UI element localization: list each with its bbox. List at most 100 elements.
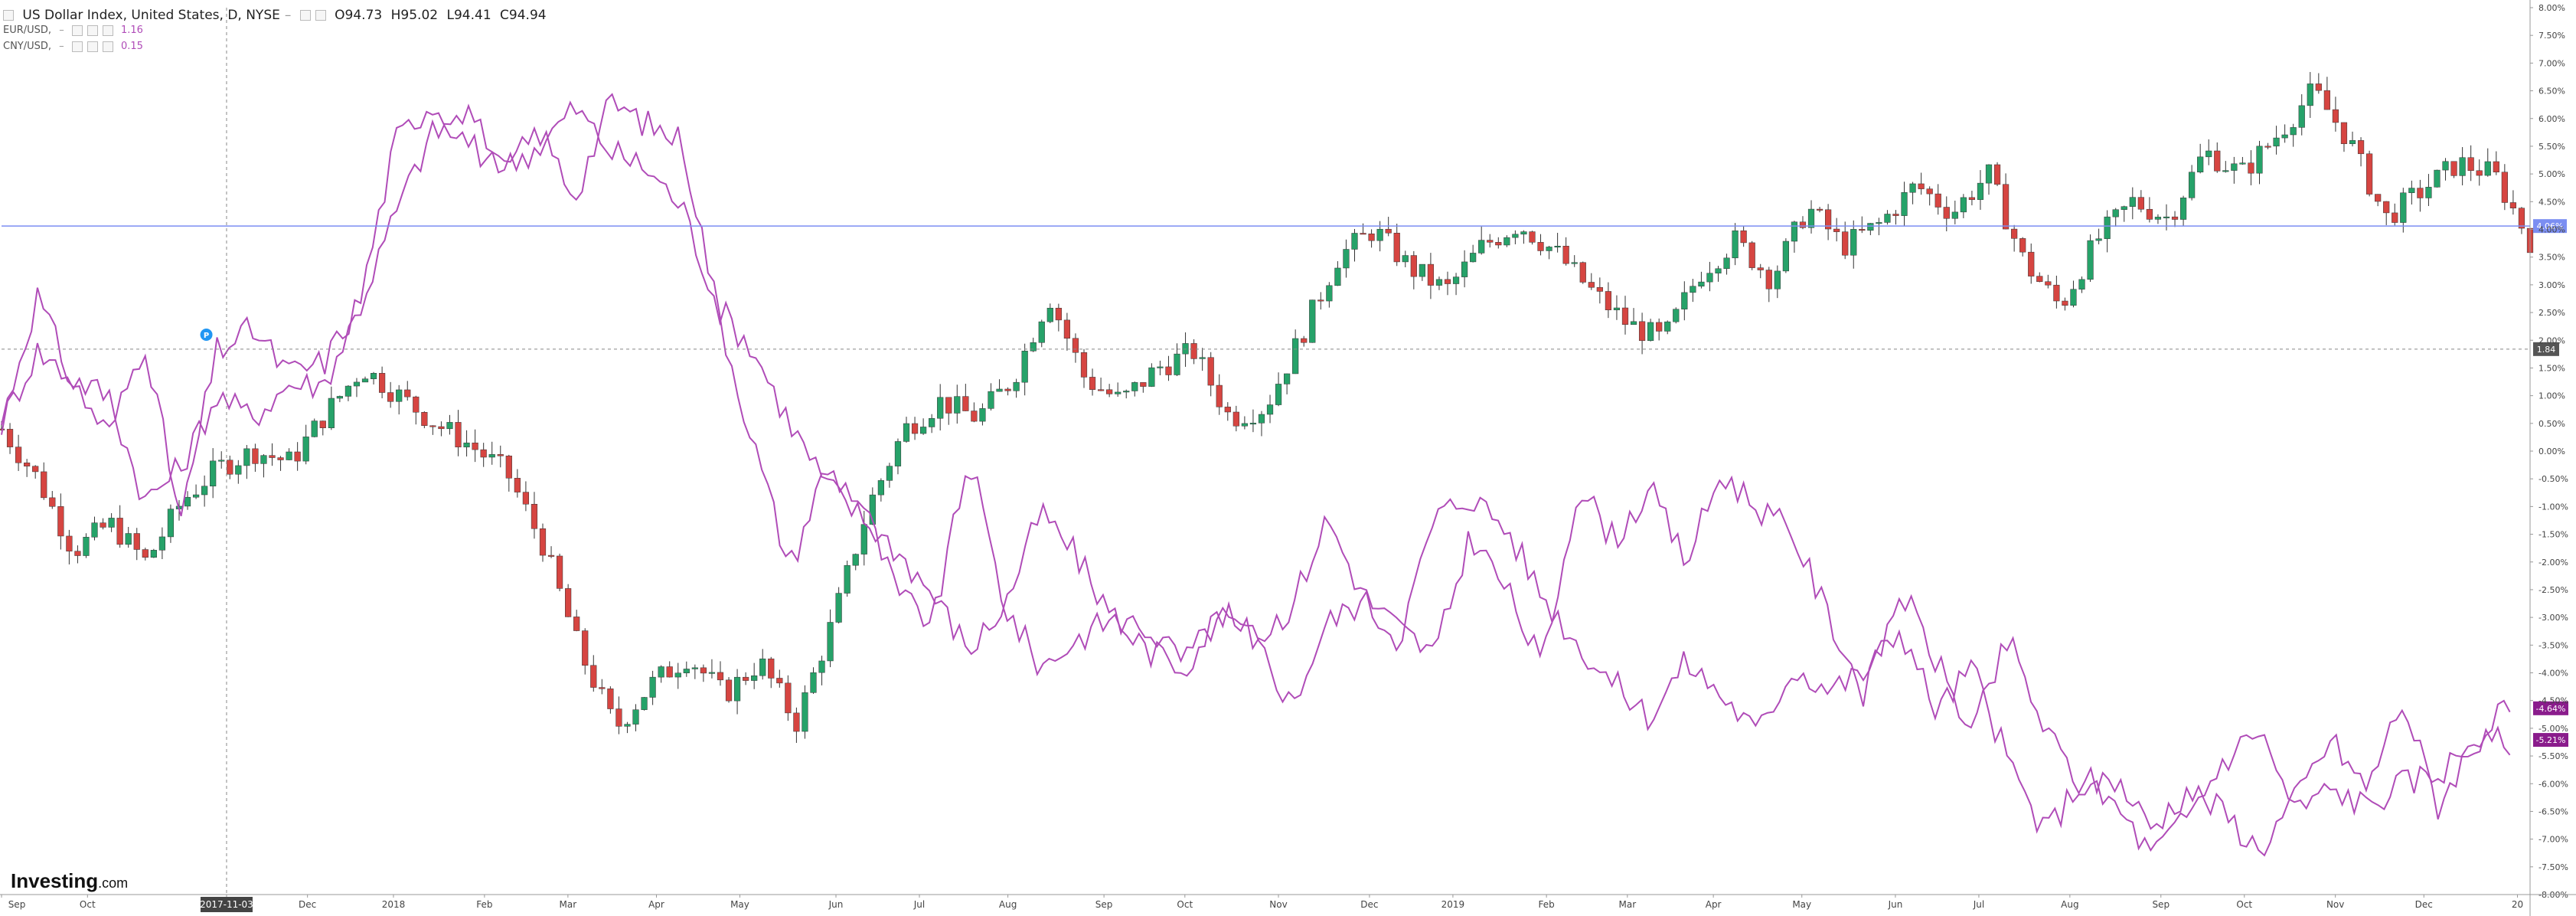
candle-body [2484, 161, 2491, 176]
last-value-label: -5.21% [2536, 735, 2566, 745]
settings-icon[interactable] [87, 25, 98, 36]
candle-body [1435, 279, 1443, 286]
candle-body [1918, 183, 1925, 189]
y-tick-label: -2.50% [2538, 585, 2568, 595]
candle-body [1799, 221, 1807, 228]
candle-body [1055, 307, 1062, 321]
y-tick-label: -4.00% [2538, 669, 2568, 679]
x-tick-label: Feb [1539, 899, 1555, 910]
candle-body [370, 373, 377, 379]
candle-body [802, 692, 808, 732]
candle-body [1157, 366, 1164, 368]
candle-body [1427, 263, 1435, 286]
candle-body [1478, 240, 1485, 254]
candle-body [971, 411, 978, 422]
candle-body [1774, 270, 1781, 290]
candle-body [2002, 184, 2010, 230]
investing-logo: Investing.com [11, 869, 128, 893]
candle-body [446, 422, 453, 430]
x-tick-label: May [1792, 899, 1811, 910]
candle-body [15, 447, 22, 463]
event-marker-label: P [204, 332, 209, 340]
x-tick-highlight [200, 897, 253, 912]
x-tick-label: Dec [299, 899, 316, 910]
x-tick-label: Aug [999, 899, 1017, 910]
candle-body [1757, 267, 1764, 270]
candle-body [66, 535, 73, 551]
x-tick-label: Mar [560, 899, 577, 910]
y-tick-label: 0.00% [2538, 447, 2565, 456]
close-icon[interactable] [102, 41, 113, 52]
candle-body [1571, 262, 1578, 264]
close-icon[interactable] [102, 25, 113, 36]
candle-body [1892, 214, 1899, 216]
candle-body [116, 518, 123, 545]
candle-body [2323, 90, 2330, 110]
candle-body [1748, 242, 1755, 268]
candle-body [2450, 161, 2457, 176]
candle-body [1461, 261, 1468, 277]
legend-series-eur: EUR/USD, – 1.16 [3, 25, 148, 36]
last-value-badge [2533, 733, 2568, 748]
x-tick-label: Oct [2236, 899, 2252, 910]
candle-body [488, 454, 495, 458]
candle-body [1410, 255, 1417, 277]
candle-body [6, 429, 14, 447]
candle-body [1393, 232, 1400, 263]
candle-body [1926, 188, 1933, 195]
candle-body [649, 676, 656, 698]
candle-body [2509, 202, 2517, 208]
eye-icon[interactable] [71, 25, 83, 36]
candle-body [328, 397, 335, 428]
candle-body [2357, 140, 2365, 155]
candle-body [1960, 197, 1967, 213]
candle-body [2375, 194, 2382, 202]
candle-body [599, 687, 606, 689]
eye-icon[interactable] [71, 41, 83, 52]
x-tick-label: May [730, 899, 749, 910]
candle-body [1165, 366, 1172, 375]
candle-body [903, 423, 910, 442]
eur-usd-value: 1.16 [120, 25, 143, 36]
candle-body [1258, 414, 1265, 424]
candle-body [361, 378, 369, 383]
settings-icon[interactable] [87, 41, 98, 52]
candle-body [1791, 221, 1798, 242]
candle-body [2222, 170, 2229, 172]
settings-icon[interactable] [315, 10, 326, 21]
ohlc-open: O94.73 [335, 8, 383, 23]
candle-body [1004, 388, 1011, 391]
candle-body [531, 503, 538, 529]
legend-dash: – [59, 25, 64, 36]
candle-body [743, 676, 749, 681]
candle-body [1706, 273, 1713, 283]
candle-body [979, 408, 986, 422]
candle-body [1596, 286, 1603, 292]
candle-body [1190, 343, 1197, 359]
candle-body [2095, 238, 2102, 241]
candle-body [1562, 246, 1569, 264]
collapse-icon[interactable] [3, 10, 14, 21]
candle-body [1579, 262, 1586, 283]
candle-body [2205, 150, 2212, 158]
candle-body [2281, 134, 2288, 139]
candle-body [2315, 83, 2322, 91]
candle-body [1309, 299, 1316, 343]
candle-body [1943, 207, 1950, 219]
candle-body [83, 537, 90, 556]
x-tick-label: Apr [1706, 899, 1722, 910]
eye-icon[interactable] [299, 10, 311, 21]
y-tick-label: 3.00% [2538, 280, 2565, 290]
candle-body [2467, 157, 2474, 172]
candle-body [379, 373, 386, 393]
candle-body [2121, 206, 2127, 210]
legend-main: US Dollar Index, United States, D, NYSE –… [3, 8, 551, 23]
candle-body [869, 494, 876, 525]
candle-body [243, 448, 250, 466]
candle-body [91, 522, 98, 538]
x-tick-label: Oct [80, 899, 96, 910]
y-tick-label: 4.00% [2538, 225, 2565, 235]
candle-body [269, 455, 276, 458]
y-tick-label: 1.00% [2538, 391, 2565, 401]
